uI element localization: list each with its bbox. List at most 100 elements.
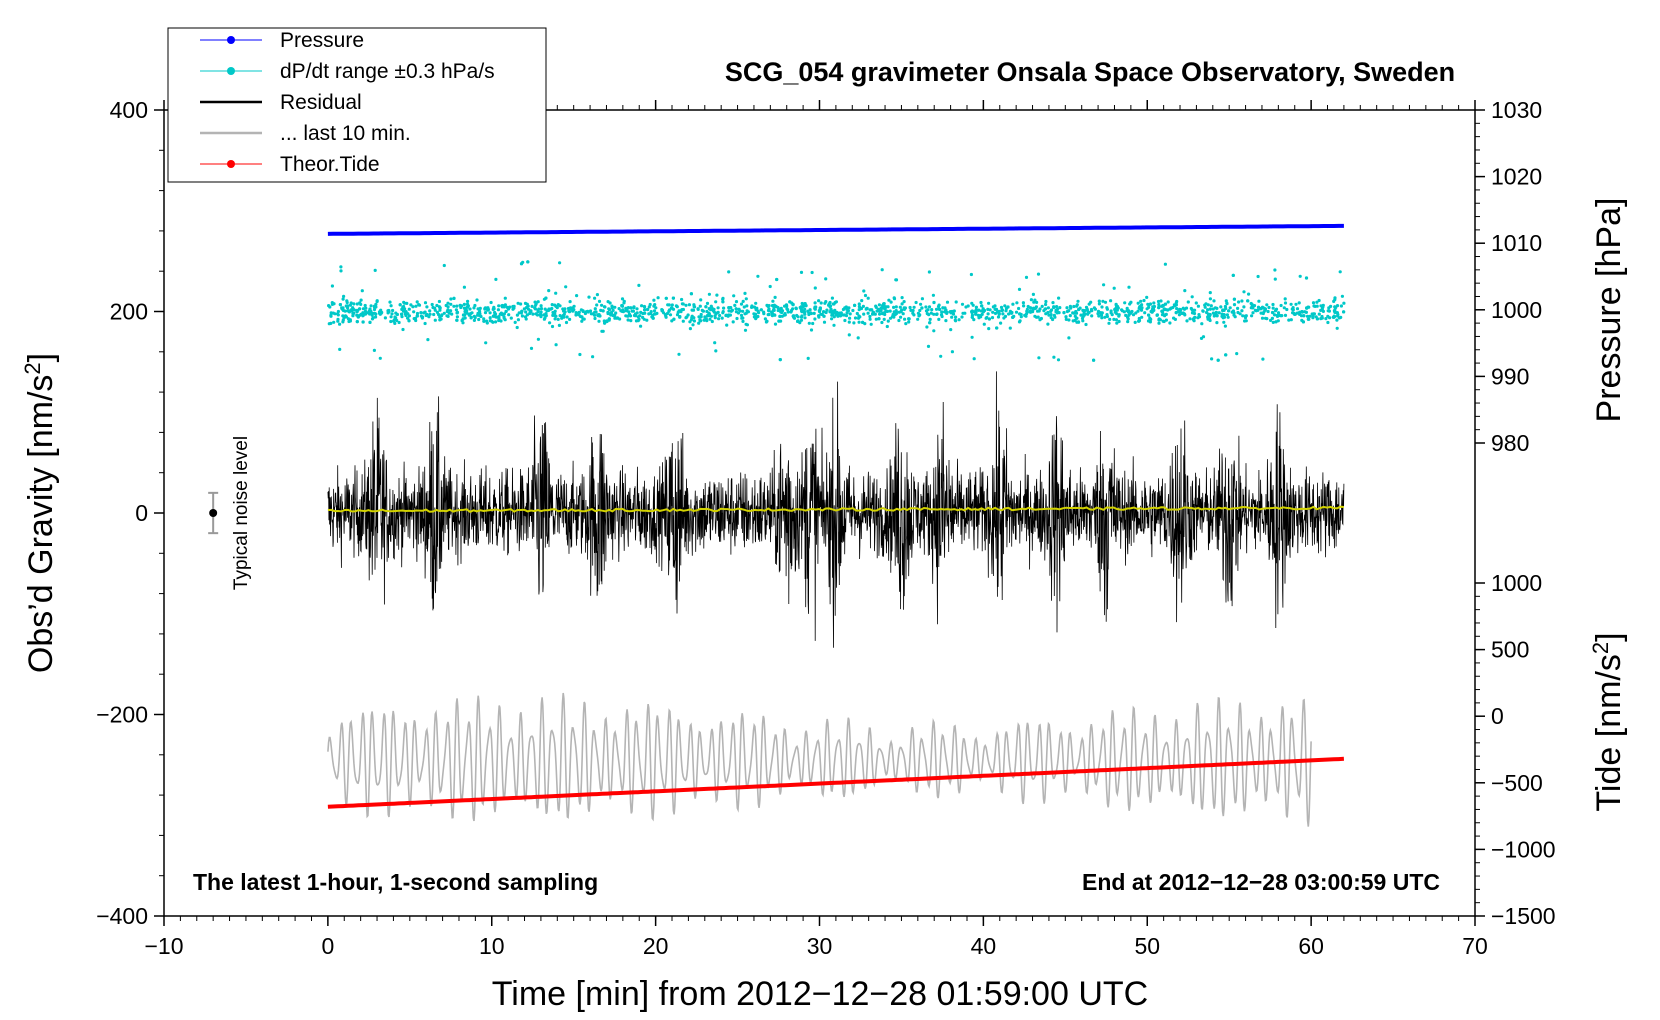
dpdt-point	[588, 309, 593, 313]
dpdt-point	[963, 311, 967, 315]
dpdt-point	[1075, 316, 1079, 320]
dpdt-point	[974, 308, 978, 312]
dpdt-point	[697, 321, 701, 325]
dpdt-point	[1338, 270, 1342, 274]
dpdt-point	[516, 301, 520, 305]
dpdt-point	[843, 318, 847, 323]
dpdt-point	[668, 313, 673, 317]
dpdt-point	[977, 308, 981, 312]
dpdt-point	[1046, 306, 1050, 310]
dpdt-point	[363, 303, 367, 308]
dpdt-point	[1103, 300, 1108, 304]
dpdt-point	[398, 303, 402, 307]
dpdt-point	[1232, 297, 1236, 301]
dpdt-point	[771, 299, 775, 303]
dpdt-point	[407, 314, 411, 318]
dpdt-point	[770, 310, 774, 314]
dpdt-point	[536, 300, 540, 304]
dpdt-point	[539, 310, 543, 314]
x-tick-label: 0	[321, 933, 334, 959]
dpdt-point	[1226, 315, 1230, 319]
dpdt-point	[822, 310, 826, 314]
dpdt-point	[928, 317, 932, 321]
dpdt-point	[1075, 304, 1079, 308]
dpdt-point	[1033, 298, 1037, 302]
dpdt-point	[1068, 314, 1072, 318]
dpdt-point	[1320, 314, 1324, 319]
dpdt-point	[533, 306, 537, 310]
dpdt-point	[705, 319, 709, 323]
dpdt-point	[433, 318, 437, 322]
dpdt-point	[452, 296, 456, 300]
x-tick-label: −10	[144, 933, 183, 959]
dpdt-point	[1250, 305, 1254, 309]
legend-label: Residual	[280, 91, 362, 114]
dpdt-point	[782, 313, 786, 317]
dpdt-point	[497, 304, 501, 308]
dpdt-point	[944, 308, 948, 312]
pressure-tick-label: 1030	[1491, 97, 1542, 123]
dpdt-point	[777, 319, 781, 323]
dpdt-point	[1215, 321, 1219, 325]
dpdt-point	[713, 341, 717, 345]
dpdt-point	[1313, 304, 1317, 308]
dpdt-point	[1315, 300, 1319, 304]
dpdt-point	[949, 328, 953, 332]
x-tick-label: 50	[1134, 933, 1160, 959]
series-pressure-line	[327, 223, 1344, 236]
dpdt-point	[607, 317, 611, 321]
dpdt-point	[620, 297, 625, 301]
dpdt-point	[715, 293, 719, 297]
series-dpdt-points	[327, 260, 1346, 362]
tide-tick-label: −1500	[1491, 903, 1556, 929]
dpdt-point	[536, 310, 540, 314]
dpdt-point	[1112, 286, 1116, 290]
dpdt-point	[1077, 307, 1081, 312]
dpdt-point	[844, 305, 848, 309]
dpdt-point	[1242, 290, 1246, 294]
dpdt-point	[524, 317, 528, 321]
dpdt-point	[660, 308, 664, 312]
dpdt-point	[1300, 310, 1304, 314]
dpdt-point	[861, 304, 866, 308]
pressure-axis-ticks: 1030 1020 1010 1000 990 980	[1475, 97, 1542, 456]
dpdt-point	[1186, 300, 1190, 304]
dpdt-point	[743, 291, 747, 295]
dpdt-point	[823, 301, 827, 305]
dpdt-point	[791, 314, 795, 318]
dpdt-point	[756, 274, 760, 278]
dpdt-point	[759, 308, 763, 312]
dpdt-point	[773, 295, 777, 299]
dpdt-point	[544, 296, 548, 300]
dpdt-point	[925, 325, 929, 329]
dpdt-point	[1295, 307, 1300, 311]
dpdt-point	[883, 305, 887, 309]
dpdt-point	[918, 308, 922, 313]
dpdt-point	[519, 262, 524, 266]
dpdt-point	[830, 311, 834, 315]
dpdt-point	[626, 318, 630, 322]
dpdt-point	[887, 298, 891, 302]
x-tick-label: 20	[643, 933, 669, 959]
dpdt-point	[988, 308, 992, 312]
dpdt-point	[848, 312, 852, 316]
dpdt-point	[773, 313, 777, 317]
dpdt-point	[374, 312, 378, 316]
dpdt-point	[775, 277, 779, 282]
dpdt-point	[568, 317, 572, 321]
dpdt-point	[1129, 300, 1133, 304]
dpdt-point	[1177, 313, 1181, 317]
dpdt-point	[692, 319, 697, 323]
dpdt-point	[950, 350, 955, 354]
dpdt-point	[1065, 306, 1069, 310]
dpdt-point	[1143, 311, 1147, 315]
dpdt-point	[359, 302, 363, 306]
dpdt-point	[378, 356, 382, 360]
dpdt-point	[637, 283, 641, 287]
dpdt-point	[1100, 305, 1104, 309]
dpdt-point	[587, 295, 591, 299]
dpdt-point	[446, 308, 450, 312]
dpdt-point	[809, 328, 814, 332]
dpdt-point	[1283, 301, 1288, 305]
dpdt-point	[920, 306, 924, 310]
